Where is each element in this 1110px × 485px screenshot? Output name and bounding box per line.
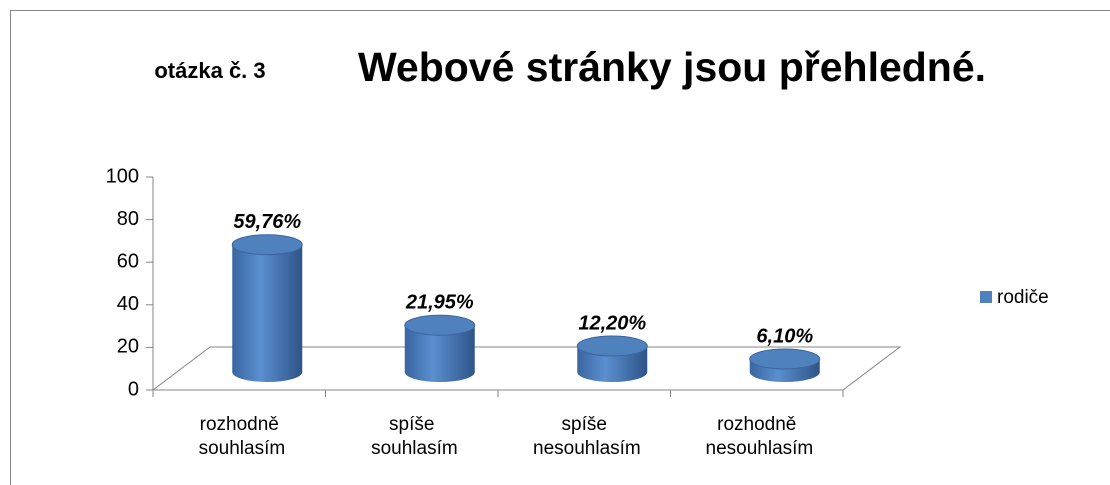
chart-title: Webové stránky jsou přehledné. — [358, 44, 986, 90]
cylinder-body — [232, 244, 303, 382]
floor — [151, 346, 902, 391]
cylinder-top — [404, 314, 476, 336]
data-label: 6,10% — [756, 325, 813, 347]
cylinder — [749, 348, 821, 382]
y-tick-label: 0 — [128, 378, 139, 400]
cylinder — [231, 234, 303, 382]
cylinder — [576, 335, 648, 382]
x-tick-label: rozhodně nesouhlasím — [700, 414, 813, 459]
chart-border — [10, 10, 1110, 485]
legend-label: rodiče — [997, 287, 1049, 308]
cylinder-top — [576, 335, 648, 357]
x-tick-label: spíše souhlasím — [366, 414, 458, 459]
cylinder-top — [749, 348, 821, 370]
cylinder-top — [231, 234, 303, 256]
y-tick-label: 40 — [117, 293, 139, 315]
x-tick-label: rozhodně souhlasím — [193, 414, 285, 459]
y-tick-label: 60 — [117, 250, 139, 272]
y-tick-label: 80 — [117, 208, 139, 230]
x-tick-label: spíše nesouhlasím — [528, 414, 641, 459]
data-label: 12,20% — [578, 312, 646, 334]
cylinder-body — [404, 325, 475, 382]
cylinder — [404, 314, 476, 382]
legend-swatch — [980, 291, 992, 303]
data-label: 59,76% — [233, 211, 301, 233]
chart-subtitle: otázka č. 3 — [154, 58, 265, 83]
y-tick-label: 100 — [106, 165, 139, 187]
data-label: 21,95% — [405, 292, 474, 314]
y-tick-label: 20 — [117, 336, 139, 358]
